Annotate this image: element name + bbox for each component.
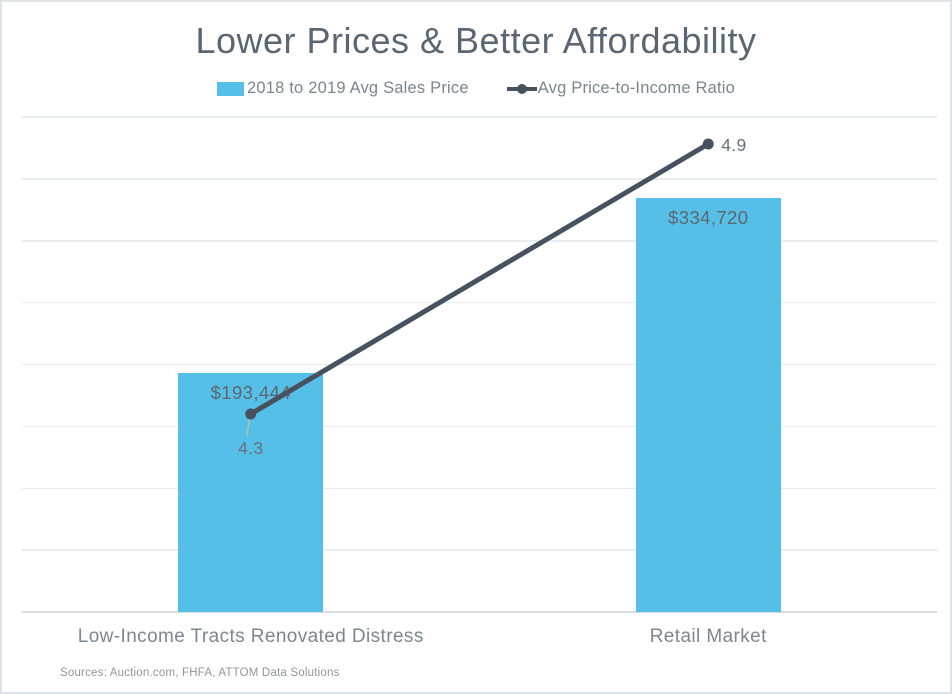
- gridline: [22, 363, 937, 366]
- line-series-marker-icon: [506, 83, 537, 94]
- category-label: Low-Income Tracts Renovated Distress: [77, 626, 424, 647]
- ratio-value-label: 4.3: [238, 438, 264, 458]
- gridline: [22, 487, 937, 489]
- chart-title: Lower Prices & Better Affordability: [195, 20, 757, 61]
- ratio-value-label: 4.9: [721, 135, 747, 155]
- bar-1: $334,720: [635, 197, 781, 612]
- bar-0: $193,444: [178, 372, 324, 612]
- bar-value-label: $334,720: [668, 206, 749, 228]
- source-note: Sources: Auction.com, FHFA, ATTOM Data S…: [60, 667, 340, 679]
- ratio-point-marker-icon: [702, 138, 714, 150]
- legend-label-sales-price: 2018 to 2019 Avg Sales Price: [246, 79, 469, 97]
- bar-value-label: $193,444: [210, 381, 291, 403]
- legend: 2018 to 2019 Avg Sales Price Avg Price-t…: [2, 79, 950, 98]
- gridline: [22, 549, 937, 551]
- gridline: [22, 116, 937, 118]
- category-label: Retail Market: [649, 626, 767, 647]
- gridline: [22, 301, 937, 304]
- legend-item-ratio: Avg Price-to-Income Ratio: [506, 79, 736, 98]
- legend-item-sales-price: 2018 to 2019 Avg Sales Price: [216, 79, 469, 98]
- gridline: [22, 178, 937, 180]
- legend-label-ratio: Avg Price-to-Income Ratio: [537, 79, 736, 97]
- gridline: [22, 240, 937, 242]
- bar-series-swatch-icon: [216, 81, 244, 96]
- gridline: [22, 611, 937, 613]
- gridline: [22, 425, 937, 428]
- line-marker-dot-icon: [516, 83, 527, 94]
